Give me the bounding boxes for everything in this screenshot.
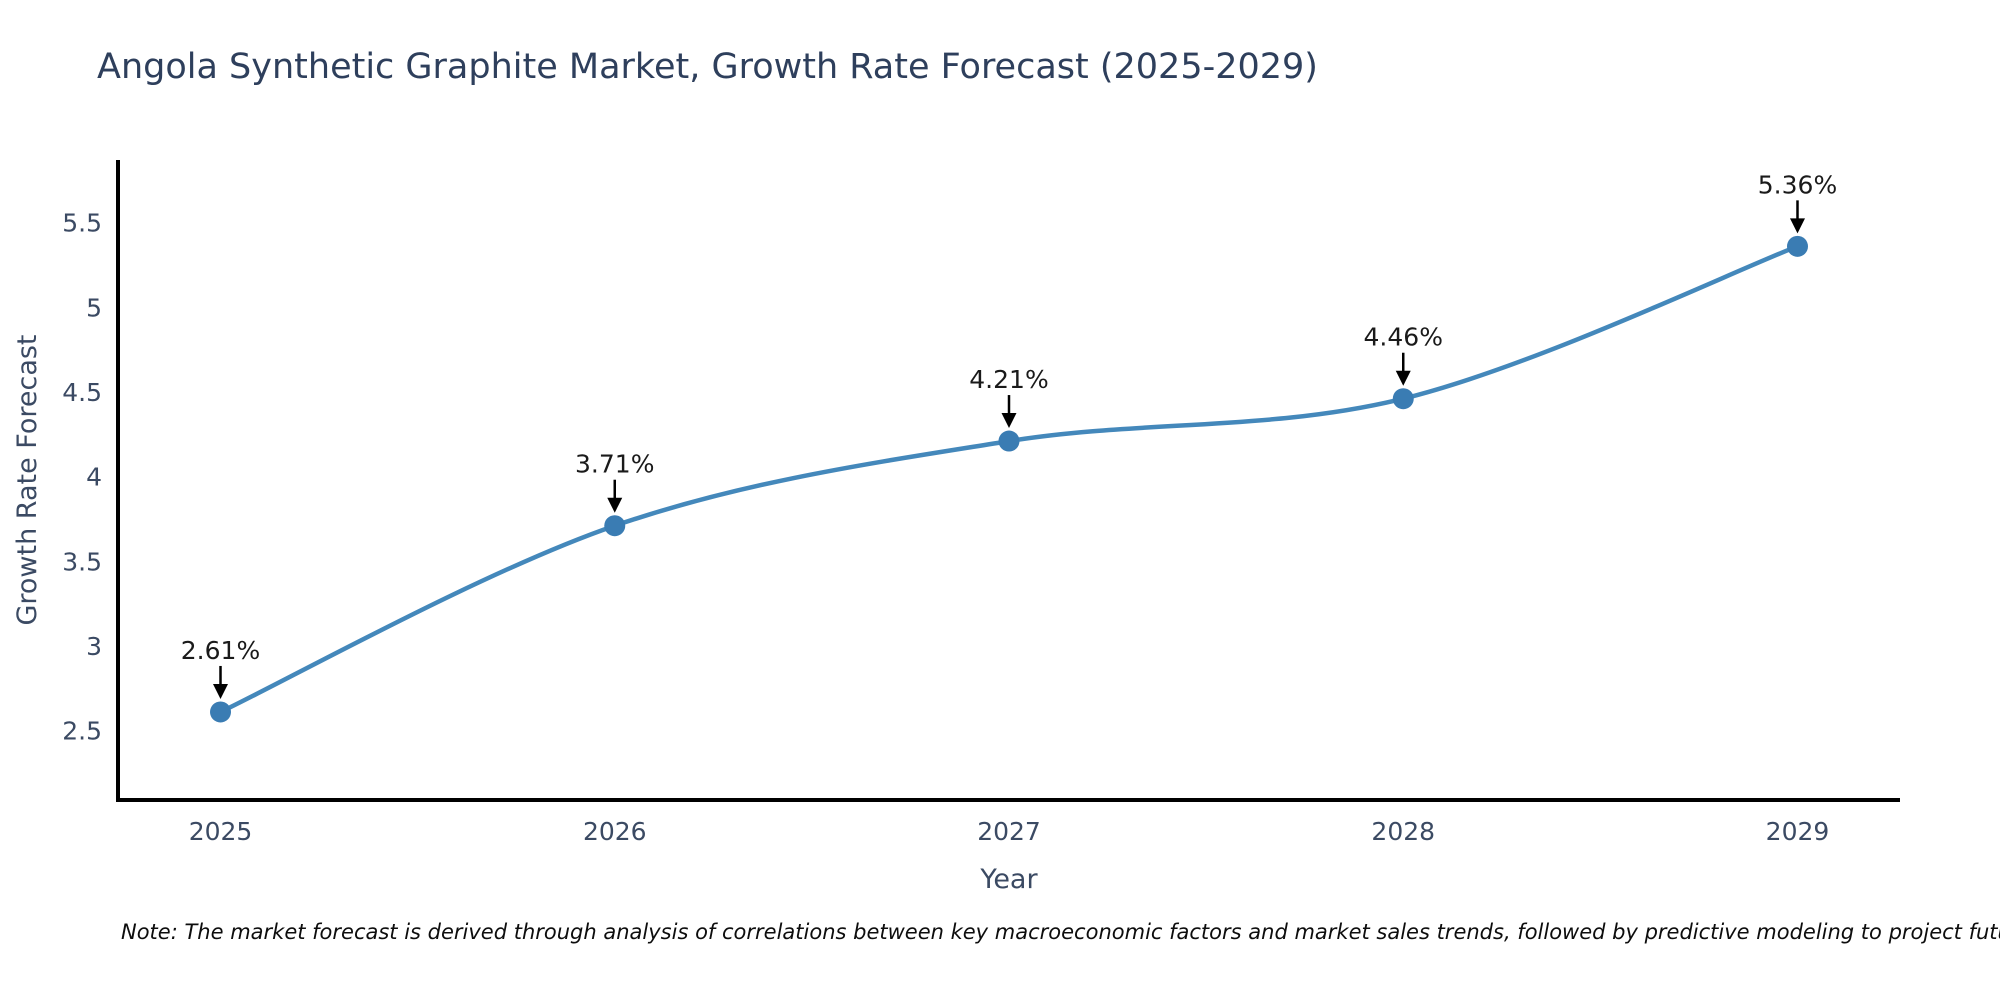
x-tick-label: 2025 bbox=[189, 817, 253, 846]
y-tick-label: 4.5 bbox=[62, 378, 102, 407]
annotation-arrow-head bbox=[1001, 413, 1017, 429]
footnote: Note: The market forecast is derived thr… bbox=[121, 920, 2000, 944]
data-point-label: 2.61% bbox=[181, 636, 260, 665]
y-tick-label: 5.5 bbox=[62, 209, 102, 238]
data-point-label: 5.36% bbox=[1758, 170, 1837, 199]
data-point-marker bbox=[210, 701, 232, 723]
y-tick-label: 5 bbox=[86, 293, 102, 322]
x-tick-label: 2027 bbox=[977, 817, 1041, 846]
trend-line bbox=[218, 244, 1800, 715]
data-point-marker bbox=[1392, 388, 1414, 410]
y-tick-label: 3 bbox=[86, 632, 102, 661]
data-point-marker bbox=[604, 515, 626, 537]
x-axis-title: Year bbox=[979, 864, 1038, 895]
data-point-marker bbox=[998, 430, 1020, 452]
x-tick-label: 2029 bbox=[1766, 817, 1830, 846]
annotation-arrow-head bbox=[213, 683, 229, 699]
data-point-marker bbox=[1786, 235, 1808, 257]
annotation-arrow-head bbox=[1395, 370, 1411, 386]
x-tick-label: 2028 bbox=[1371, 817, 1435, 846]
y-tick-label: 4 bbox=[86, 463, 102, 492]
data-point-label: 4.21% bbox=[969, 365, 1048, 394]
annotation-arrow-head bbox=[1789, 218, 1805, 234]
y-axis-title: Growth Rate Forecast bbox=[12, 334, 43, 625]
chart-title: Angola Synthetic Graphite Market, Growth… bbox=[97, 47, 1318, 87]
x-tick-label: 2026 bbox=[583, 817, 647, 846]
y-tick-label: 2.5 bbox=[62, 717, 102, 746]
data-point-label: 3.71% bbox=[575, 450, 654, 479]
annotation-arrow-head bbox=[607, 497, 623, 513]
data-point-label: 4.46% bbox=[1364, 323, 1443, 352]
y-tick-label: 3.5 bbox=[62, 547, 102, 576]
